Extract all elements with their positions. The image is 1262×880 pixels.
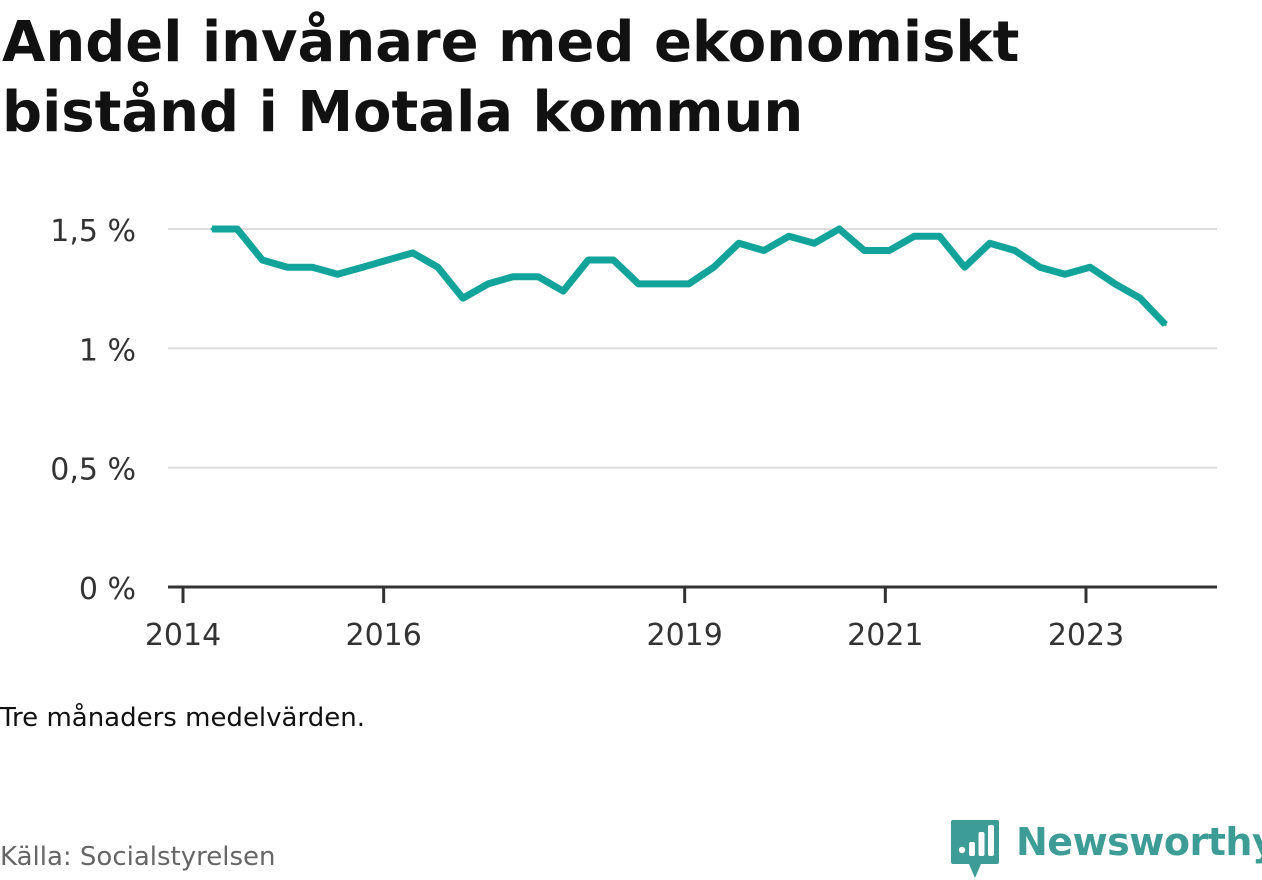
data-point-3	[285, 265, 289, 269]
data-point-14	[561, 289, 565, 293]
y-tick-label-3: 1,5 %	[50, 214, 136, 249]
newsworthy-logo-icon	[951, 820, 999, 878]
x-tick-label-4: 2023	[1048, 618, 1124, 653]
data-point-21	[737, 241, 741, 245]
data-point-5	[336, 272, 339, 276]
data-point-32	[1013, 249, 1017, 252]
data-point-11	[486, 282, 490, 286]
data-point-37	[1138, 296, 1142, 300]
data-point-9	[436, 265, 440, 269]
data-point-33	[1038, 265, 1042, 269]
series-layer	[210, 225, 1168, 327]
chart-note: Tre månaders medelvärden.	[0, 703, 365, 733]
source-text: Källa: Socialstyrelsen	[0, 842, 276, 872]
series-line-0	[212, 225, 1168, 327]
grid-lines	[168, 228, 1217, 469]
x-tick-label-1: 2016	[345, 618, 421, 653]
data-point-8	[411, 251, 415, 255]
data-point-20	[712, 265, 716, 269]
data-point-24	[812, 241, 816, 245]
data-point-31	[988, 241, 992, 245]
data-point-10	[461, 296, 465, 300]
newsworthy-logo-text: Newsworthy	[1016, 820, 1262, 864]
y-tick-label-0: 0 %	[79, 572, 136, 607]
chart-title: Andel invånare med ekonomiskt bistånd i …	[2, 10, 1020, 145]
x-axis-ticks: 2014 2016 2019 2021 2023	[145, 587, 1124, 653]
y-tick-label-2: 1 %	[79, 333, 136, 368]
line-chart: 0 % 0,5 % 1 % 1,5 % 2014 2016 2019 2021 2023	[50, 214, 1217, 653]
data-point-1	[235, 227, 239, 231]
newsworthy-logo: Newsworthy	[950, 818, 1262, 878]
data-point-28	[912, 234, 916, 238]
data-point-19	[687, 282, 691, 286]
data-point-34	[1063, 272, 1067, 276]
x-tick-label-2: 2019	[646, 618, 722, 653]
data-point-13	[536, 275, 540, 279]
data-point-36	[1113, 282, 1117, 286]
data-point-18	[662, 282, 666, 286]
y-axis-tick-labels: 0 % 0,5 % 1 % 1,5 %	[50, 214, 136, 607]
data-point-25	[837, 227, 841, 231]
data-point-15	[586, 258, 590, 262]
data-point-35	[1088, 265, 1092, 269]
data-point-6	[361, 265, 365, 269]
data-point-29	[938, 234, 941, 238]
data-point-17	[637, 282, 640, 286]
x-tick-label-0: 2014	[145, 618, 221, 653]
data-point-7	[386, 258, 390, 262]
data-point-16	[611, 258, 615, 262]
data-point-26	[862, 249, 866, 252]
data-point-27	[887, 249, 891, 252]
data-point-4	[310, 265, 314, 269]
data-point-38	[1163, 323, 1167, 326]
data-point-12	[511, 275, 515, 279]
data-point-2	[260, 258, 264, 262]
y-tick-label-1: 0,5 %	[50, 453, 136, 488]
data-point-0	[210, 227, 214, 231]
data-point-30	[963, 265, 967, 269]
data-point-22	[762, 249, 766, 252]
data-point-23	[787, 234, 791, 238]
x-tick-label-3: 2021	[847, 618, 923, 653]
